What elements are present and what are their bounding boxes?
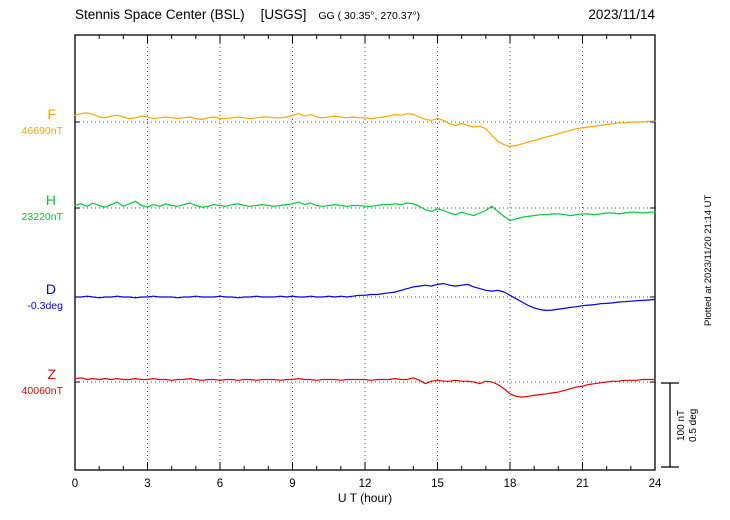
- agency-label: [USGS]: [260, 7, 307, 22]
- x-axis-title: U T (hour): [337, 491, 393, 505]
- trace-D: [74, 283, 656, 311]
- series-ref-F: 46690nT: [21, 125, 63, 137]
- scale-deg-label: 0.5 deg: [688, 408, 699, 442]
- x-tick-label: 21: [576, 478, 589, 490]
- plot-border: [74, 34, 656, 471]
- x-tick-label: 15: [431, 478, 444, 490]
- x-tick-label: 6: [217, 478, 223, 490]
- station-title: Stennis Space Center (BSL): [75, 7, 245, 22]
- geo-coords: GG ( 30.35°, 270.37°): [318, 10, 421, 22]
- x-tick-label: 0: [72, 478, 78, 490]
- scale-nt-label: 100 nT: [676, 409, 687, 441]
- series-ref-Z: 40060nT: [21, 385, 63, 397]
- trace-H: [74, 200, 656, 222]
- series-ref-D: -0.3deg: [27, 300, 63, 312]
- plot-date: 2023/11/14: [588, 7, 655, 22]
- trace-F: [74, 112, 656, 147]
- series-letter-F: F: [47, 106, 56, 122]
- series-letter-D: D: [45, 281, 56, 297]
- header: Stennis Space Center (BSL) [USGS] GG ( 3…: [75, 7, 655, 22]
- trace-Z: [74, 377, 656, 398]
- scale-bar-label: 100 nT 0.5 deg: [676, 383, 700, 467]
- x-tick-label: 18: [504, 478, 517, 490]
- x-tick-label: 3: [144, 478, 150, 490]
- plotted-at-note: Plotted at 2023/11/20 21:14 UT: [703, 194, 714, 326]
- x-tick-label: 12: [359, 478, 372, 490]
- series-letter-H: H: [45, 192, 56, 208]
- series-letter-Z: Z: [47, 366, 56, 382]
- x-tick-label: 9: [289, 478, 295, 490]
- series-ref-H: 23220nT: [21, 211, 63, 223]
- x-tick-label: 24: [649, 478, 662, 490]
